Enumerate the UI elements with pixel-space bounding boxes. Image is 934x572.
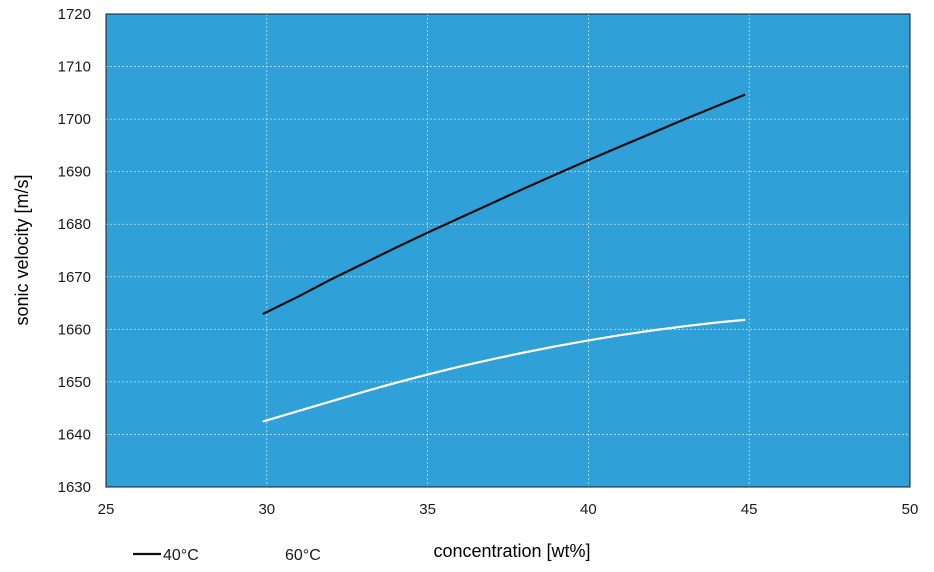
plot-frame (105, 13, 911, 488)
y-tick-label: 1650 (58, 374, 91, 391)
legend: 40°C 60°C (133, 547, 321, 564)
series-line-1 (262, 93, 746, 315)
y-tick-label: 1670 (58, 269, 91, 286)
x-tick-label: 25 (98, 501, 115, 518)
y-tick-label: 1630 (58, 479, 91, 496)
legend-label-1: 40°C (163, 547, 199, 564)
y-tick-label: 1700 (58, 111, 91, 128)
y-axis-tick-labels: 1630 1640 1650 1660 1670 1680 1690 1700 1710 1720 (58, 6, 91, 496)
x-axis-tick-labels: 25 30 35 40 45 50 (98, 501, 919, 518)
x-tick-label: 50 (902, 501, 919, 518)
plot-area-background (106, 14, 910, 487)
x-axis-title: concentration [wt%] (433, 541, 590, 561)
y-tick-label: 1640 (58, 426, 91, 443)
y-tick-label: 1720 (58, 6, 91, 23)
x-tick-label: 35 (419, 501, 436, 518)
legend-label-2: 60°C (285, 547, 321, 564)
y-tick-label: 1660 (58, 321, 91, 338)
x-tick-label: 45 (741, 501, 758, 518)
gridlines (106, 14, 910, 487)
x-tick-label: 30 (258, 501, 275, 518)
series-lines (262, 93, 746, 423)
y-tick-label: 1710 (58, 59, 91, 76)
y-axis-title: sonic velocity [m/s] (12, 174, 32, 325)
y-tick-label: 1680 (58, 216, 91, 233)
x-tick-label: 40 (580, 501, 597, 518)
series-line-2 (262, 318, 746, 423)
y-tick-label: 1690 (58, 164, 91, 181)
